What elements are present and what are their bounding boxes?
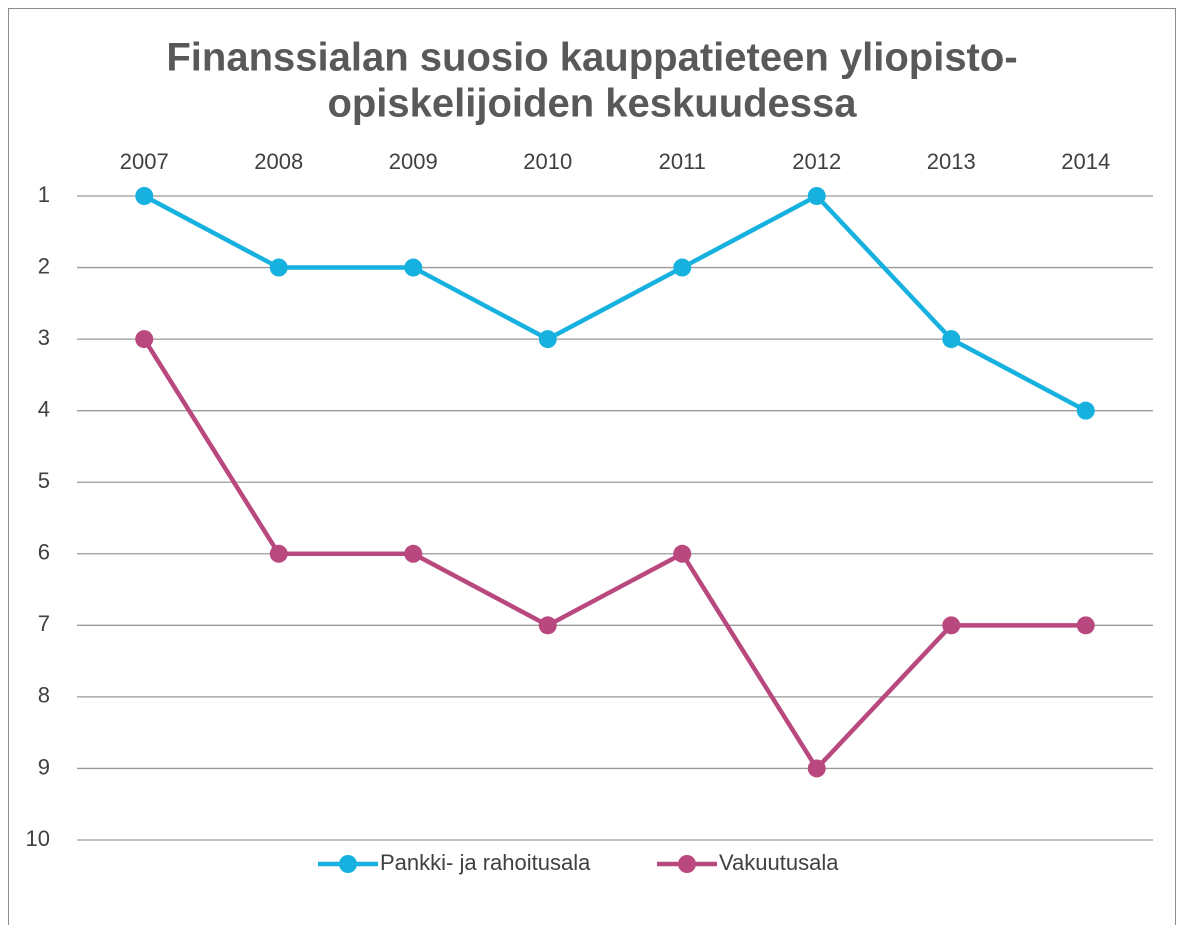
y-tick-label: 6	[38, 540, 50, 565]
chart-title: opiskelijoiden keskuudessa	[327, 82, 857, 126]
series-line	[143, 193, 1087, 413]
x-tick-label: 2013	[927, 149, 976, 174]
y-tick-label: 9	[38, 754, 50, 779]
data-point	[942, 330, 961, 349]
data-point	[538, 330, 557, 349]
data-point	[269, 544, 288, 563]
data-point	[538, 616, 557, 635]
legend-label: Pankki- ja rahoitusala	[380, 850, 591, 875]
data-point	[1076, 401, 1095, 420]
y-tick-label: 3	[38, 325, 50, 350]
data-point	[673, 544, 692, 563]
x-tick-label: 2012	[792, 149, 841, 174]
chart-title: Finanssialan suosio kauppatieteen yliopi…	[166, 36, 1017, 80]
data-point	[942, 616, 961, 635]
legend-marker	[339, 855, 357, 873]
data-point	[404, 544, 423, 563]
legend-label: Vakuutusala	[719, 850, 839, 875]
data-point	[673, 258, 692, 277]
y-tick-label: 10	[26, 826, 50, 851]
x-tick-label: 2010	[523, 149, 572, 174]
x-tick-label: 2008	[254, 149, 303, 174]
series-line	[142, 337, 1086, 771]
y-tick-label: 4	[38, 396, 50, 421]
legend-marker	[678, 855, 696, 873]
chart-border	[8, 8, 1176, 925]
y-tick-label: 5	[38, 468, 50, 493]
data-point	[404, 258, 423, 277]
y-tick-label: 8	[38, 683, 50, 708]
x-tick-label: 2009	[389, 149, 438, 174]
data-point	[807, 759, 826, 778]
data-point	[135, 187, 154, 205]
data-point	[807, 187, 826, 205]
x-tick-label: 2007	[120, 149, 169, 174]
x-tick-label: 2011	[659, 149, 706, 174]
data-point	[269, 258, 288, 277]
y-tick-label: 7	[38, 611, 50, 636]
data-point	[1076, 616, 1095, 635]
data-point	[135, 330, 154, 349]
x-tick-label: 2014	[1061, 149, 1110, 174]
y-tick-label: 2	[38, 253, 50, 278]
y-tick-label: 1	[38, 182, 50, 207]
